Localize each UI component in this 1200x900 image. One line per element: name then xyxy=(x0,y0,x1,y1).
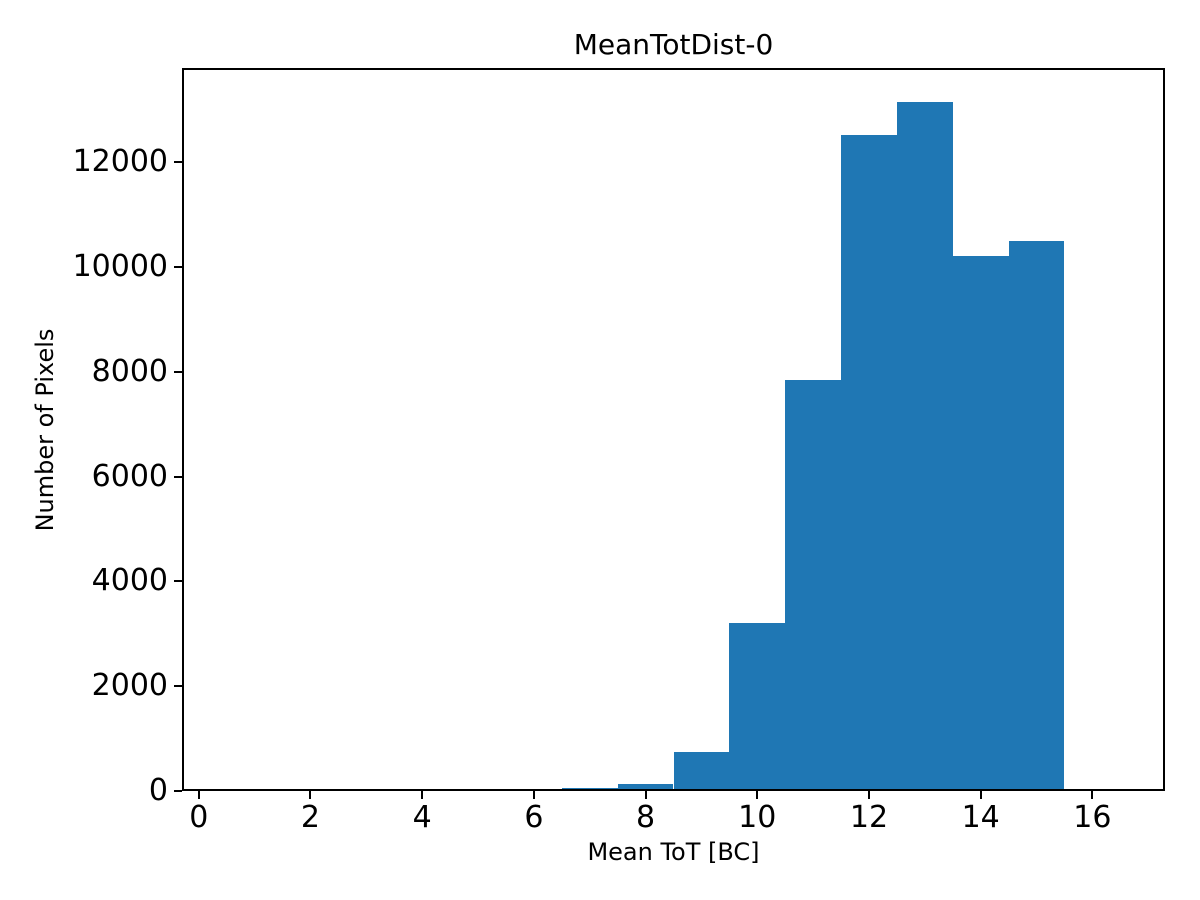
plot-area xyxy=(182,68,1165,791)
y-tick-label: 2000 xyxy=(91,668,168,704)
x-tick-mark xyxy=(197,791,200,799)
x-tick-mark xyxy=(421,791,424,799)
y-tick-label: 4000 xyxy=(91,563,168,599)
x-tick-label: 2 xyxy=(300,800,320,835)
y-tick-mark xyxy=(174,475,182,478)
y-tick-label: 6000 xyxy=(91,458,168,494)
x-tick-label: 8 xyxy=(636,800,656,835)
x-tick-mark xyxy=(309,791,312,799)
y-tick-mark xyxy=(174,266,182,269)
x-tick-label: 10 xyxy=(738,800,777,835)
x-axis-label: Mean ToT [BC] xyxy=(587,838,760,866)
x-tick-label: 0 xyxy=(189,800,209,835)
x-tick-mark xyxy=(979,791,982,799)
histogram-bar xyxy=(896,102,953,791)
x-tick-label: 12 xyxy=(849,800,889,835)
x-tick-mark xyxy=(1091,791,1094,799)
x-tick-label: 16 xyxy=(1073,800,1112,835)
x-tick-label: 4 xyxy=(412,800,432,835)
y-tick-label: 8000 xyxy=(91,353,168,389)
y-tick-label: 0 xyxy=(148,773,168,808)
x-tick-mark xyxy=(756,791,759,799)
x-tick-mark xyxy=(867,791,870,799)
y-tick-label: 10000 xyxy=(72,249,168,285)
histogram-bar xyxy=(952,256,1009,791)
histogram-bar xyxy=(841,135,897,791)
y-tick-mark xyxy=(174,580,182,583)
y-tick-mark xyxy=(174,790,182,792)
histogram-bar xyxy=(673,752,730,791)
histogram-bar xyxy=(617,784,674,791)
x-tick-mark xyxy=(532,791,535,799)
y-tick-mark xyxy=(174,161,182,164)
x-tick-label: 6 xyxy=(524,800,544,835)
y-tick-mark xyxy=(174,370,182,373)
x-tick-mark xyxy=(644,791,647,799)
x-tick-label: 14 xyxy=(961,800,1000,835)
histogram-bar xyxy=(785,379,842,791)
histogram-bar xyxy=(1008,240,1065,791)
y-tick-label: 12000 xyxy=(72,144,168,180)
chart-title: MeanTotDist-0 xyxy=(573,28,774,61)
histogram-bar xyxy=(729,623,786,791)
y-tick-mark xyxy=(174,685,182,688)
